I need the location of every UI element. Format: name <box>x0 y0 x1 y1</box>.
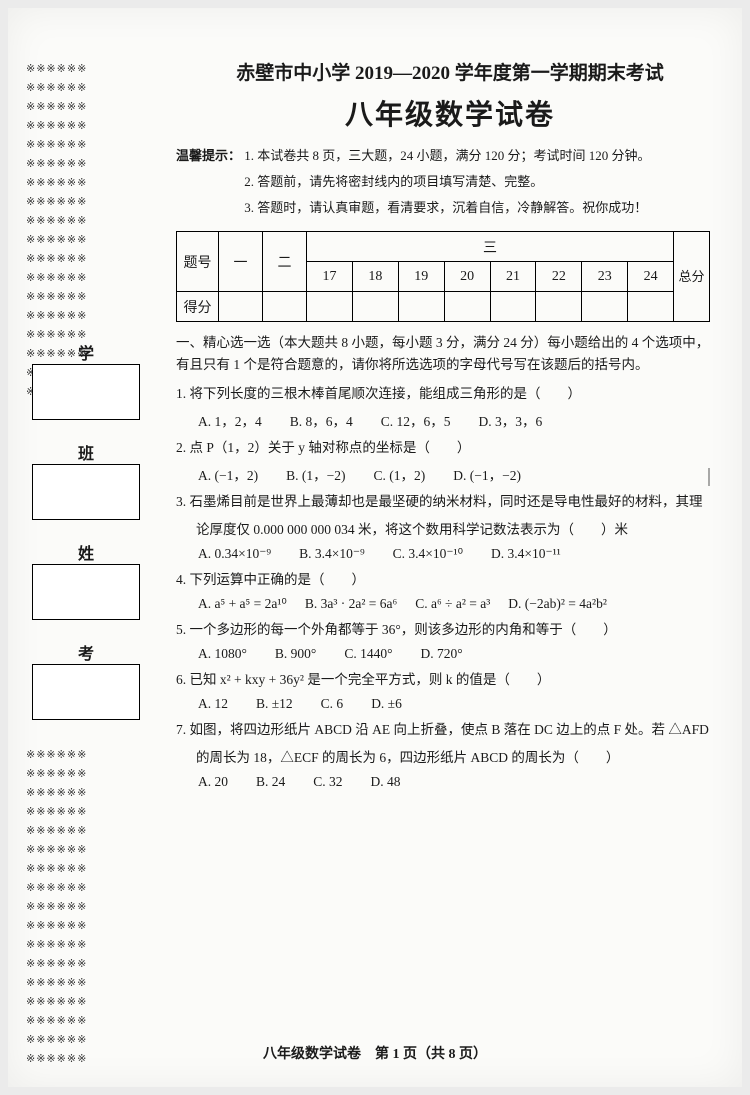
q3-options: A. 0.34×10⁻⁹ B. 3.4×10⁻⁹ C. 3.4×10⁻¹⁰ D.… <box>176 546 724 562</box>
box-name <box>32 564 140 620</box>
q5-b: B. 900° <box>275 646 316 662</box>
q4-a: A. a⁵ + a⁵ = 2a¹⁰ <box>198 596 287 612</box>
tip-2: 2. 答题前，请先将密封线内的项目填写清楚、完整。 <box>244 174 543 189</box>
score-table: 题号 一 二 三 总分 17 18 19 20 21 22 23 24 得分 <box>176 231 710 322</box>
th-total: 总分 <box>674 232 710 322</box>
q4-stem: 4. 下列运算中正确的是（ ） <box>176 566 724 594</box>
q7-a: A. 20 <box>198 774 228 790</box>
tip-3: 3. 答题时，请认真审题，看清要求，沉着自信，冷静解答。祝你成功！ <box>244 200 647 215</box>
q1-a: A. 1，2，4 <box>198 410 262 430</box>
tips-prefix: 温馨提示： <box>176 148 241 163</box>
th-num: 题号 <box>177 232 219 292</box>
q7-c: C. 32 <box>313 774 342 790</box>
q2-b: B. (1，−2) <box>286 464 345 484</box>
box-number <box>32 664 140 720</box>
q5-options: A. 1080° B. 900° C. 1440° D. 720° <box>176 646 724 662</box>
q7-stem-a: 7. 如图，将四边形纸片 ABCD 沿 AE 向上折叠，使点 B 落在 DC 边… <box>176 716 724 744</box>
col-23: 23 <box>582 262 628 292</box>
q5-stem: 5. 一个多边形的每一个外角都等于 36°，则该多边形的内角和等于（ ） <box>176 616 724 644</box>
col-18: 18 <box>352 262 398 292</box>
col-22: 22 <box>536 262 582 292</box>
q3-d: D. 3.4×10⁻¹¹ <box>491 546 561 562</box>
q7-options: A. 20 B. 24 C. 32 D. 48 <box>176 774 724 790</box>
th-2: 二 <box>263 232 307 292</box>
q3-stem-b: 论厚度仅 0.000 000 000 034 米，将这个数用科学记数法表示为（ … <box>176 516 724 544</box>
th-1: 一 <box>219 232 263 292</box>
section-1-title-a: 一、精心选一选（本大题共 8 小题，每小题 3 分，满分 24 分）每小题给出的… <box>176 332 724 354</box>
q6-b: B. ±12 <box>256 696 293 712</box>
table-row: 得分 <box>177 292 710 322</box>
title-line-1: 赤壁市中小学 2019—2020 学年度第一学期期末考试 <box>176 58 724 85</box>
col-19: 19 <box>398 262 444 292</box>
q1-b: B. 8，6，4 <box>290 410 353 430</box>
q3-stem-a: 3. 石墨烯目前是世界上最薄却也是最坚硬的纳米材料，同时还是导电性最好的材料，其… <box>176 488 724 516</box>
col-21: 21 <box>490 262 536 292</box>
q1-stem: 1. 将下列长度的三根木棒首尾顺次连接，能组成三角形的是（ ） <box>176 380 724 408</box>
q3-c: C. 3.4×10⁻¹⁰ <box>393 546 463 562</box>
q4-d: D. (−2ab)² = 4a²b² <box>508 596 607 612</box>
col-20: 20 <box>444 262 490 292</box>
q2-d: D. (−1，−2) <box>453 464 521 484</box>
q1-c: C. 12，6，5 <box>381 410 451 430</box>
title-line-2: 八年级数学试卷 <box>176 93 724 133</box>
q6-a: A. 12 <box>198 696 228 712</box>
box-school <box>32 364 140 420</box>
q6-d: D. ±6 <box>371 696 402 712</box>
q2-options: A. (−1，2) B. (1，−2) C. (1，2) D. (−1，−2) … <box>176 464 724 484</box>
exam-page: ※※※※※※※※※※※※※※※※※※※※※※※※※※※※※※※※※※※※※※※※… <box>8 8 742 1087</box>
col-24: 24 <box>628 262 674 292</box>
q5-a: A. 1080° <box>198 646 247 662</box>
q3-b: B. 3.4×10⁻⁹ <box>299 546 365 562</box>
q4-c: C. a⁶ ÷ a² = a³ <box>415 596 490 612</box>
q1-options: A. 1，2，4 B. 8，6，4 C. 12，6，5 D. 3，3，6 <box>176 410 724 430</box>
th-score: 得分 <box>177 292 219 322</box>
table-row: 题号 一 二 三 总分 <box>177 232 710 262</box>
q1-d: D. 3，3，6 <box>479 410 543 430</box>
seal-column-bottom: ※※※※※※※※※※※※※※※※※※※※※※※※※※※※※※※※※※※※※※※※… <box>26 748 146 1071</box>
section-1-title-b: 有且只有 1 个是符合题意的，请你将所选选项的字母代号写在该题后的括号内。 <box>176 354 724 376</box>
box-class <box>32 464 140 520</box>
main-content: 赤壁市中小学 2019—2020 学年度第一学期期末考试 八年级数学试卷 温馨提… <box>176 58 724 790</box>
col-17: 17 <box>307 262 353 292</box>
q7-d: D. 48 <box>371 774 401 790</box>
q3-a: A. 0.34×10⁻⁹ <box>198 546 271 562</box>
q5-d: D. 720° <box>420 646 462 662</box>
q6-c: C. 6 <box>321 696 344 712</box>
q7-b: B. 24 <box>256 774 285 790</box>
q2-a: A. (−1，2) <box>198 464 258 484</box>
q2-c: C. (1，2) <box>373 464 425 484</box>
tip-1: 1. 本试卷共 8 页，三大题，24 小题，满分 120 分；考试时间 120 … <box>244 148 650 163</box>
th-3: 三 <box>307 232 674 262</box>
q4-b: B. 3a³ · 2a² = 6a⁶ <box>305 596 397 612</box>
q7-stem-b: 的周长为 18，△ECF 的周长为 6，四边形纸片 ABCD 的周长为（ ） <box>176 744 724 772</box>
margin-mark-icon: ｜ <box>700 464 718 490</box>
q5-c: C. 1440° <box>344 646 392 662</box>
q6-options: A. 12 B. ±12 C. 6 D. ±6 <box>176 696 724 712</box>
tips-block: 温馨提示： 1. 本试卷共 8 页，三大题，24 小题，满分 120 分；考试时… <box>176 143 724 221</box>
page-footer: 八年级数学试卷 第 1 页（共 8 页） <box>8 1043 742 1063</box>
q2-stem: 2. 点 P（1，2）关于 y 轴对称点的坐标是（ ） <box>176 434 724 462</box>
q6-stem: 6. 已知 x² + kxy + 36y² 是一个完全平方式，则 k 的值是（ … <box>176 666 724 694</box>
q4-options: A. a⁵ + a⁵ = 2a¹⁰ B. 3a³ · 2a² = 6a⁶ C. … <box>176 596 724 612</box>
